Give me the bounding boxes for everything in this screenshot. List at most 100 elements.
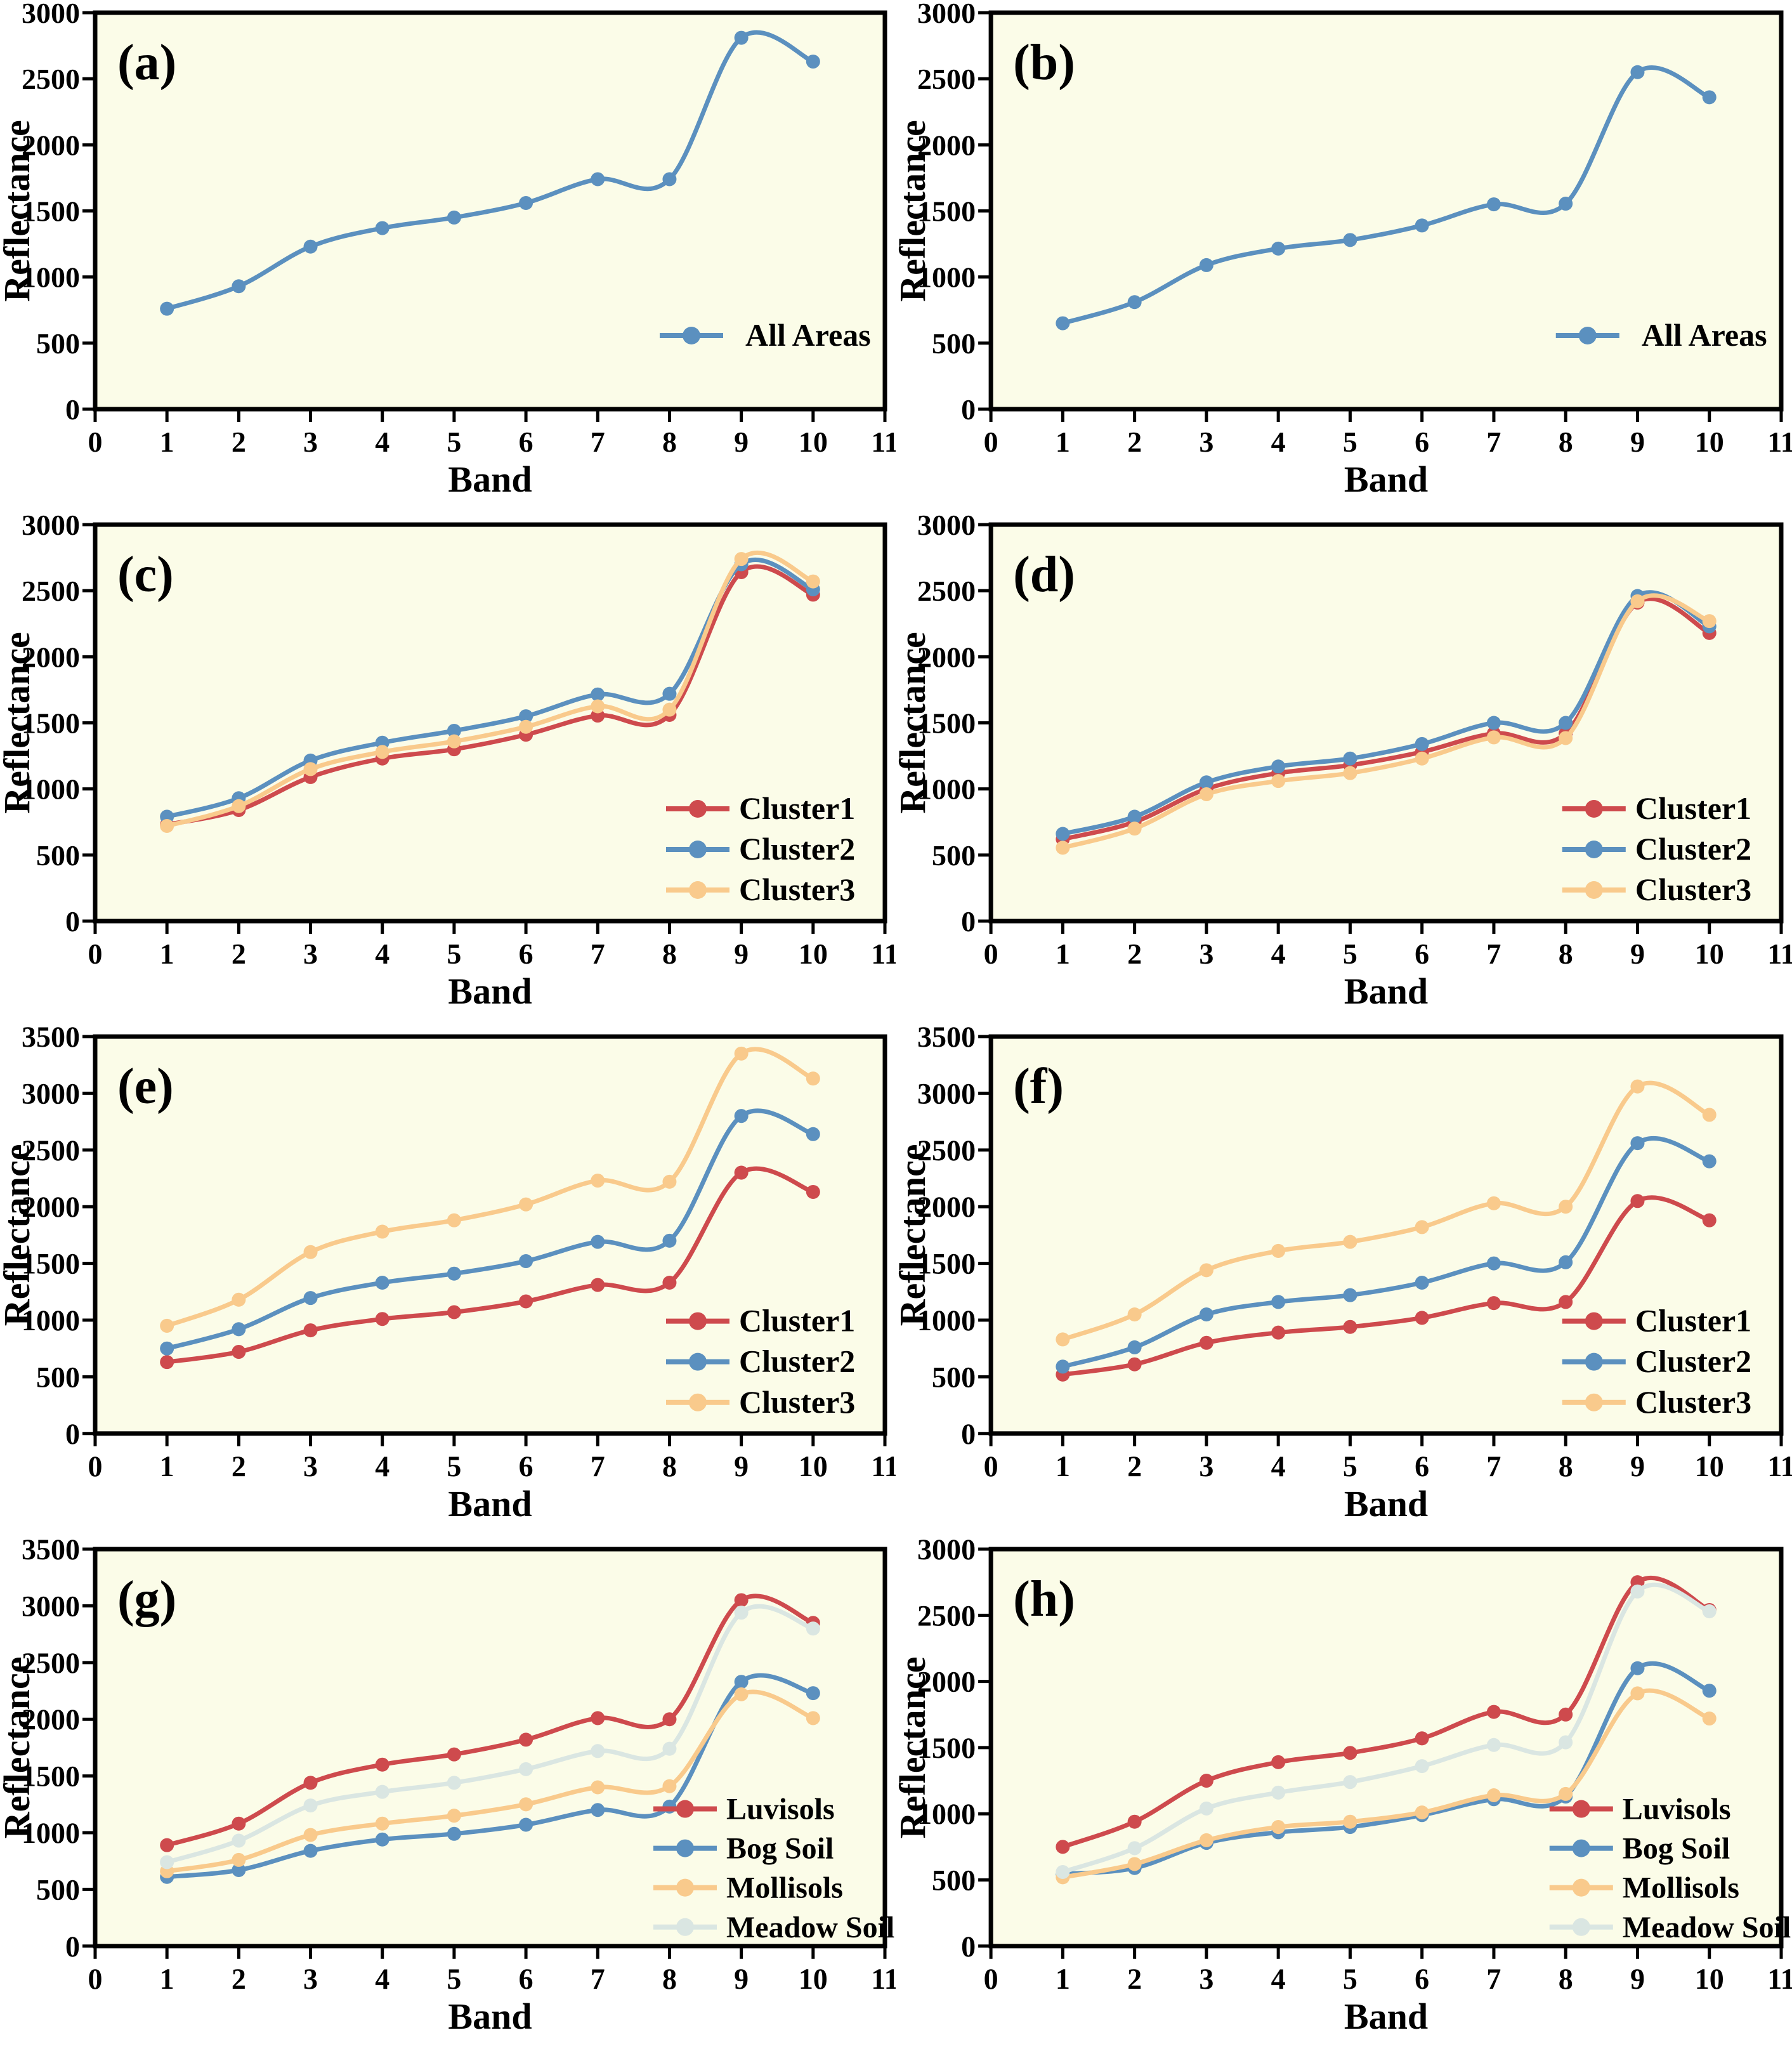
- series-line-cluster3: [1060, 593, 1712, 850]
- x-tick-label: 11: [871, 1963, 896, 1995]
- data-point: [447, 210, 461, 225]
- data-point: [447, 1266, 461, 1281]
- x-tick-label: 10: [1695, 938, 1724, 970]
- legend-marker-dot: [676, 1839, 694, 1857]
- y-tick-label: 2500: [22, 575, 80, 607]
- plot-area: [95, 1037, 885, 1434]
- data-point: [1630, 594, 1645, 608]
- x-tick-label: 2: [1127, 1963, 1142, 1995]
- legend-label: Mollisols: [726, 1871, 843, 1905]
- data-point: [1630, 1194, 1645, 1208]
- x-tick-label: 3: [303, 938, 318, 970]
- data-point: [160, 1318, 174, 1333]
- data-point: [303, 1291, 318, 1306]
- chart-c-panel: 0 1 2 3 4 5 6 7 8 9 10 11 0 500 1000 1500 2000 2500 3000 Ba…: [0, 512, 896, 1024]
- data-point: [1486, 197, 1501, 212]
- data-point: [1559, 1735, 1573, 1750]
- y-axis-label: Reflectance: [0, 632, 37, 814]
- series-line-cluster1: [1060, 1195, 1712, 1377]
- x-tick-label: 3: [1199, 1450, 1213, 1483]
- data-point: [519, 709, 533, 724]
- y-tick-label: 3000: [917, 1536, 976, 1566]
- data-point: [447, 1305, 461, 1319]
- data-point: [591, 1174, 605, 1188]
- x-tick-label: 9: [734, 1450, 749, 1483]
- data-point: [1127, 295, 1142, 310]
- panel-label: (c): [117, 547, 174, 603]
- y-tick-label: 1000: [22, 1304, 80, 1337]
- x-tick-label: 0: [984, 938, 998, 970]
- y-tick-label: 3500: [22, 1024, 80, 1053]
- data-point: [232, 1345, 246, 1359]
- y-tick-label: 500: [36, 1873, 80, 1906]
- data-point: [734, 1593, 749, 1607]
- x-tick-label: 8: [662, 426, 677, 458]
- y-tick-label: 3000: [22, 0, 80, 29]
- chart-b: 0 1 2 3 4 5 6 7 8 9 10 11 0 500 1000 1500 2000 2500 3000 Ba…: [896, 0, 1792, 500]
- x-tick-label: 10: [799, 1963, 828, 1995]
- x-tick-label: 7: [1486, 938, 1501, 970]
- x-tick-label: 3: [303, 426, 318, 458]
- x-tick-label: 8: [1559, 1450, 1573, 1483]
- x-tick-label: 3: [1199, 426, 1213, 458]
- data-point: [734, 1687, 749, 1701]
- chart-h: 0 1 2 3 4 5 6 7 8 9 10 11 0 500 1000 1500 2000 2500 3000 Ba…: [896, 1536, 1792, 2037]
- data-point: [662, 1174, 677, 1189]
- x-tick-label: 10: [799, 426, 828, 458]
- x-axis-label: Band: [1344, 459, 1428, 500]
- x-tick-label: 6: [519, 1963, 533, 1995]
- x-tick-label: 4: [1271, 938, 1286, 970]
- data-point: [1199, 1307, 1213, 1322]
- y-tick-label: 2000: [917, 1191, 976, 1223]
- y-axis-label: Reflectance: [0, 120, 37, 302]
- x-axis-label: Band: [448, 971, 532, 1012]
- x-tick-label: 0: [984, 1963, 998, 1995]
- data-point: [1559, 1707, 1573, 1722]
- data-point: [1415, 1731, 1429, 1746]
- data-point: [1199, 1774, 1213, 1788]
- y-tick-label: 500: [932, 839, 976, 872]
- data-point: [806, 1184, 820, 1199]
- data-point: [806, 1686, 820, 1701]
- y-tick-label: 2000: [22, 1191, 80, 1223]
- series-line-mollisols: [1060, 1688, 1712, 1880]
- x-tick-label: 8: [662, 938, 677, 970]
- plot-frame: [93, 10, 887, 412]
- y-axis-label: Reflectance: [896, 632, 933, 814]
- data-point: [1559, 1786, 1573, 1801]
- plot-frame: [93, 1547, 887, 1949]
- data-point: [1343, 1288, 1357, 1302]
- x-axis-label: Band: [448, 1996, 532, 2037]
- data-point: [1486, 730, 1501, 745]
- data-point: [519, 1294, 533, 1309]
- data-point: [1343, 233, 1357, 247]
- data-point: [1702, 1604, 1717, 1619]
- x-tick-label: 7: [1486, 1450, 1501, 1483]
- data-point: [591, 699, 605, 714]
- x-tick-label: 4: [375, 938, 389, 970]
- data-point: [734, 1046, 749, 1061]
- series-line-luvisols: [164, 1594, 816, 1848]
- data-point: [1702, 1108, 1717, 1122]
- panel-label: (b): [1013, 35, 1075, 91]
- series-line-cluster2: [1060, 590, 1712, 836]
- data-point: [1199, 775, 1213, 790]
- data-point: [806, 1711, 820, 1725]
- data-point: [447, 724, 461, 738]
- chart-h-panel: 0 1 2 3 4 5 6 7 8 9 10 11 0 500 1000 1500 2000 2500 3000 Ba…: [896, 1536, 1792, 2049]
- y-tick-label: 2000: [917, 129, 976, 161]
- x-tick-label: 2: [1127, 938, 1142, 970]
- x-tick-label: 0: [88, 1963, 102, 1995]
- y-tick-label: 2500: [22, 1134, 80, 1167]
- data-point: [1343, 1319, 1357, 1334]
- legend-label: Cluster1: [1635, 1303, 1751, 1339]
- legend-label: All Areas: [1642, 317, 1767, 353]
- chart-f-panel: 0 1 2 3 4 5 6 7 8 9 10 11 0 500 1000 1500 2000 2500 3000 35…: [896, 1024, 1792, 1536]
- data-point: [1415, 1805, 1429, 1820]
- y-tick-label: 3500: [22, 1536, 80, 1566]
- panel-label: (g): [117, 1571, 176, 1627]
- x-axis-label: Band: [1344, 971, 1428, 1012]
- y-tick-label: 1500: [917, 1248, 976, 1280]
- x-tick-label: 5: [1343, 1450, 1357, 1483]
- x-tick-label: 5: [447, 426, 461, 458]
